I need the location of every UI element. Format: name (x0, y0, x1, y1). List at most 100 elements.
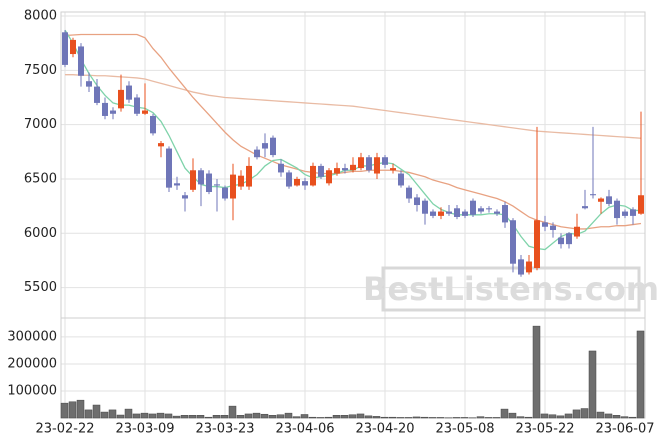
candle-body (142, 110, 148, 114)
candle-body (550, 225, 556, 231)
volume-bar (188, 415, 197, 419)
candle-body (462, 211, 468, 216)
y-tick-label: 200000 (7, 356, 57, 371)
volume-bar (132, 413, 141, 419)
volume-bar (404, 417, 413, 419)
volume-bar (356, 413, 365, 419)
volume-bar (156, 412, 165, 419)
candle-body (190, 170, 196, 190)
candle-body (630, 209, 636, 216)
candle-body (102, 102, 108, 116)
candle-body (390, 168, 396, 171)
y-tick-label: 8000 (24, 9, 57, 24)
candle-body (430, 211, 436, 216)
volume-bar (508, 412, 517, 419)
watermark-box (381, 266, 641, 312)
candle-body (262, 143, 268, 149)
candle-body (494, 211, 500, 214)
volume-bar (628, 416, 637, 419)
y-tick-label: 7000 (24, 117, 57, 132)
candle-body (286, 172, 292, 187)
volume-bar (388, 416, 397, 419)
volume-bar (276, 414, 285, 419)
candle-body (526, 261, 532, 273)
volume-bar (324, 416, 333, 419)
candle-body (230, 174, 236, 199)
candle-body (446, 211, 452, 214)
x-tick-label: 23-04-06 (275, 422, 334, 437)
candle-body (574, 226, 580, 237)
volume-bar (84, 409, 93, 419)
volume-bar (532, 325, 541, 419)
volume-bar (204, 416, 213, 419)
candle-body (158, 143, 164, 147)
volume-bar (420, 416, 429, 419)
volume-bar (412, 416, 421, 419)
volume-bar (396, 417, 405, 419)
candle-body (510, 220, 516, 264)
candle-body (134, 97, 140, 114)
volume-bar (140, 412, 149, 419)
y-tick-label: 6500 (24, 171, 57, 186)
candle-body (310, 165, 316, 186)
volume-bar (580, 408, 589, 419)
volume-bar (500, 408, 509, 419)
candle-body (182, 195, 188, 199)
candle-body (366, 157, 372, 171)
volume-bar (116, 414, 125, 419)
candle-body (542, 222, 548, 227)
volume-bar (300, 414, 309, 419)
candle-body (214, 184, 220, 186)
x-tick-label: 23-02-22 (35, 422, 94, 437)
candle-body (118, 89, 124, 109)
volume-bar (636, 330, 645, 419)
candle-body (86, 81, 92, 87)
volume-bar (260, 413, 269, 419)
candle-body (302, 181, 308, 186)
volume-bar (292, 416, 301, 419)
volume-bar (524, 416, 533, 419)
candle-body (566, 233, 572, 245)
volume-bar (372, 416, 381, 419)
candle-body (342, 168, 348, 171)
volume-bar (316, 417, 325, 419)
candle-body (406, 187, 412, 199)
volume-bar (620, 416, 629, 419)
volume-bar (220, 415, 229, 419)
volume-bar (212, 415, 221, 419)
volume-bar (340, 415, 349, 419)
candle-body (62, 32, 68, 65)
candle-body (534, 220, 540, 269)
volume-bar (348, 414, 357, 419)
volume-bar (252, 412, 261, 419)
x-tick-label: 23-06-07 (595, 422, 654, 437)
candle-body (78, 46, 84, 76)
candle-body (590, 194, 596, 196)
volume-bar (180, 415, 189, 419)
candle-body (622, 211, 628, 216)
candle-body (350, 164, 356, 171)
candle-body (558, 237, 564, 245)
candle-body (270, 137, 276, 156)
y-tick-label: 7500 (24, 63, 57, 78)
candle-body (638, 195, 644, 214)
watermark: BestListens.com (363, 270, 659, 308)
candle-body (70, 39, 76, 55)
candle-body (358, 157, 364, 169)
volume-bar (60, 402, 69, 419)
candle-body (254, 149, 260, 158)
volume-bar (380, 416, 389, 419)
volume-bar (76, 399, 85, 419)
volume-bar (516, 416, 525, 419)
candle-body (174, 183, 180, 186)
volume-bar (548, 414, 557, 419)
candle-body (486, 208, 492, 210)
candle-body (150, 115, 156, 134)
candle-body (598, 198, 604, 202)
candle-body (110, 110, 116, 114)
volume-bar (236, 415, 245, 419)
volume-bar (108, 409, 117, 419)
volume-bar (572, 409, 581, 419)
volume-bar (92, 404, 101, 419)
